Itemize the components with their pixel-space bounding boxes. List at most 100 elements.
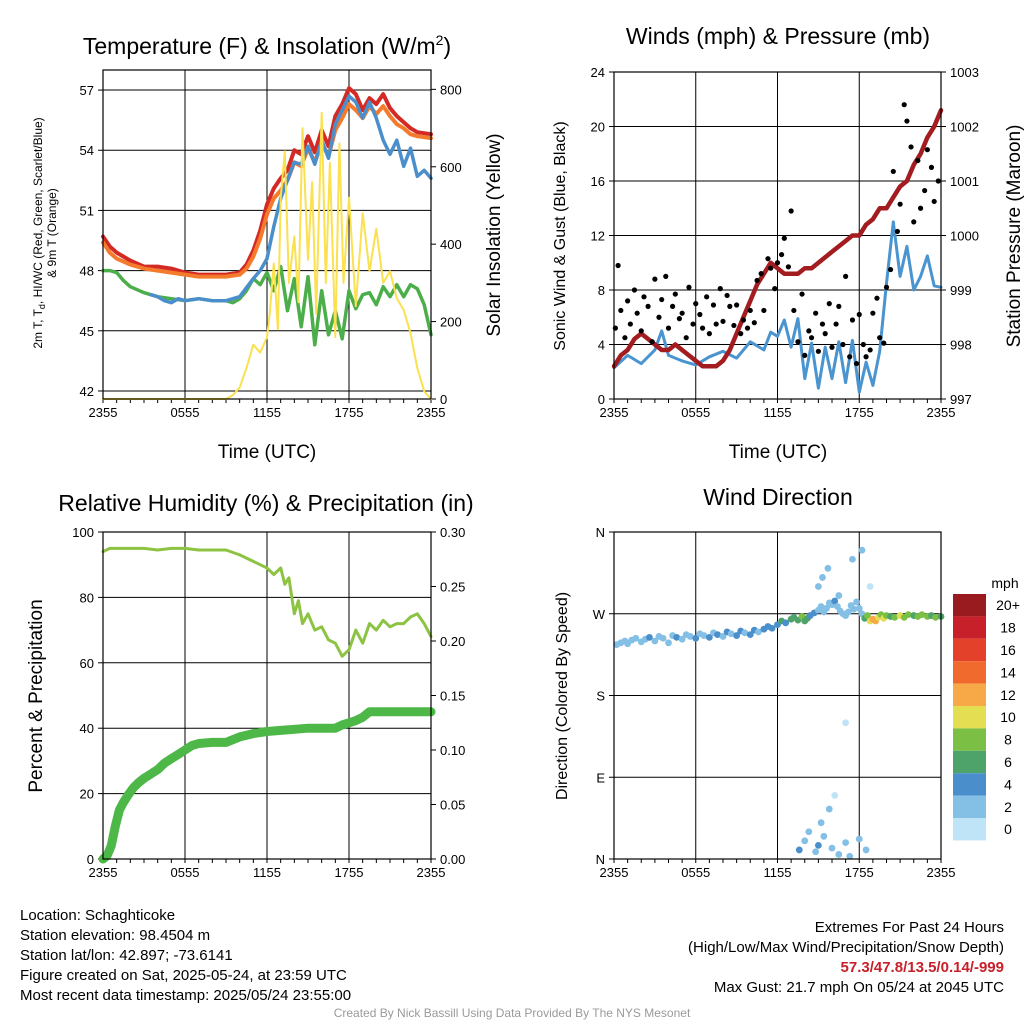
legend-label: 4 xyxy=(1004,776,1012,792)
direction-point xyxy=(646,633,653,641)
gust-point xyxy=(765,256,771,262)
gust-point xyxy=(744,325,751,331)
series-line-blue xyxy=(149,94,433,305)
direction-point xyxy=(727,630,735,638)
x-tick-label: 1155 xyxy=(764,865,792,880)
gust-point xyxy=(690,321,696,327)
gust-point xyxy=(724,292,730,299)
direction-point xyxy=(846,852,854,860)
direction-point xyxy=(741,629,749,637)
gust-point xyxy=(911,219,917,225)
gust-point xyxy=(813,310,819,316)
legend-label: 18 xyxy=(1000,620,1016,636)
gust-point xyxy=(676,316,683,322)
legend-label: 0 xyxy=(1004,821,1012,837)
direction-point xyxy=(817,603,825,610)
legend-swatch xyxy=(953,818,986,841)
y-tick-label: 4 xyxy=(598,338,605,353)
direction-point xyxy=(842,839,850,847)
direction-point xyxy=(686,633,694,640)
y2-tick-label: 1000 xyxy=(950,229,979,244)
gust-point xyxy=(826,301,832,307)
y-tick-label: 60 xyxy=(80,656,94,671)
direction-point xyxy=(814,583,822,590)
gust-point xyxy=(931,198,937,205)
x-tick-label: 2355 xyxy=(600,865,629,880)
legend-swatch xyxy=(953,773,986,796)
y-tick-label: E xyxy=(596,770,605,785)
gust-point xyxy=(840,341,846,348)
gust-point xyxy=(799,291,805,297)
gust-point xyxy=(897,201,903,207)
legend-swatch xyxy=(953,661,986,684)
gust-point xyxy=(867,347,873,353)
gust-point xyxy=(806,328,812,334)
temperature-title: Temperature (F) & Insolation (W/m2) xyxy=(83,32,451,59)
direction-point xyxy=(719,633,727,640)
y2-tick-label: 1003 xyxy=(950,65,979,80)
direction-point xyxy=(932,613,939,621)
y-tick-label: S xyxy=(596,689,605,704)
gust-point xyxy=(625,298,631,304)
gust-point xyxy=(686,284,692,290)
y2-tick-label: 0.15 xyxy=(440,689,465,704)
y2-tick-label: 600 xyxy=(440,160,462,175)
gust-point xyxy=(627,321,633,327)
direction-point xyxy=(825,805,833,813)
gust-point xyxy=(901,102,907,108)
gust-point xyxy=(683,335,689,341)
gust-point xyxy=(795,339,801,345)
humidity-title: Relative Humidity (%) & Precipitation (i… xyxy=(58,490,473,516)
x-tick-label: 1755 xyxy=(845,405,874,420)
gust-point xyxy=(849,317,856,323)
y-tick-label: 42 xyxy=(80,384,94,399)
y-tick-label: 20 xyxy=(80,787,94,802)
series-line-rh xyxy=(101,546,433,658)
gust-point xyxy=(693,301,699,307)
gust-point xyxy=(679,310,685,316)
y-tick-label: 51 xyxy=(80,203,94,218)
humidity-plot-area: 2355 0555 1155 1755 23550204060801000.000.05… xyxy=(72,525,465,880)
gust-point xyxy=(881,340,887,346)
direction-point xyxy=(891,613,899,621)
y2-tick-label: 800 xyxy=(440,82,462,97)
gust-point xyxy=(669,303,676,309)
gust-point xyxy=(917,205,924,211)
direction-point xyxy=(659,634,667,642)
direction-point xyxy=(853,598,860,606)
direction-point xyxy=(855,835,863,843)
gust-point xyxy=(924,147,930,153)
speed-legend: 20+ 18 16 14 12 10 8 6 4 2 0 xyxy=(953,594,1020,841)
x-tick-label: 1755 xyxy=(335,865,364,880)
series-line-yellow xyxy=(102,111,432,400)
gust-point xyxy=(738,331,744,337)
gust-point xyxy=(853,360,860,367)
legend-label: 6 xyxy=(1004,754,1012,770)
gust-point xyxy=(731,322,737,329)
gust-point xyxy=(768,265,774,271)
gust-point xyxy=(706,331,712,337)
direction-point xyxy=(801,837,809,845)
plot-frame xyxy=(102,531,432,860)
legend-swatch xyxy=(953,616,986,639)
gust-point xyxy=(704,294,710,300)
y-tick-label: 45 xyxy=(80,324,94,339)
gust-point xyxy=(860,341,866,348)
direction-point xyxy=(733,632,741,639)
y2-tick-label: 998 xyxy=(950,338,972,353)
recent-timestamp: Most recent data timestamp: 2025/05/24 2… xyxy=(20,987,352,1004)
gust-point xyxy=(622,335,628,341)
direction-title: Wind Direction xyxy=(703,484,853,510)
legend-label: 8 xyxy=(1004,732,1012,748)
gust-point xyxy=(928,164,935,170)
legend-label: 12 xyxy=(1000,687,1016,703)
x-tick-label: 0555 xyxy=(171,865,200,880)
x-tick-label: 1755 xyxy=(335,405,364,420)
x-tick-label: 2355 xyxy=(927,865,956,880)
winds-plot-area: 2355 0555 1155 1755 235504812162024997998999… xyxy=(591,65,979,420)
gust-point xyxy=(747,307,753,314)
temperature-y-label: 2m T, Td, HI/WC (Red, Green, Scarlet/Blu… xyxy=(31,117,47,348)
gust-point xyxy=(697,311,703,318)
station-elevation: Station elevation: 98.4504 m xyxy=(20,927,211,944)
